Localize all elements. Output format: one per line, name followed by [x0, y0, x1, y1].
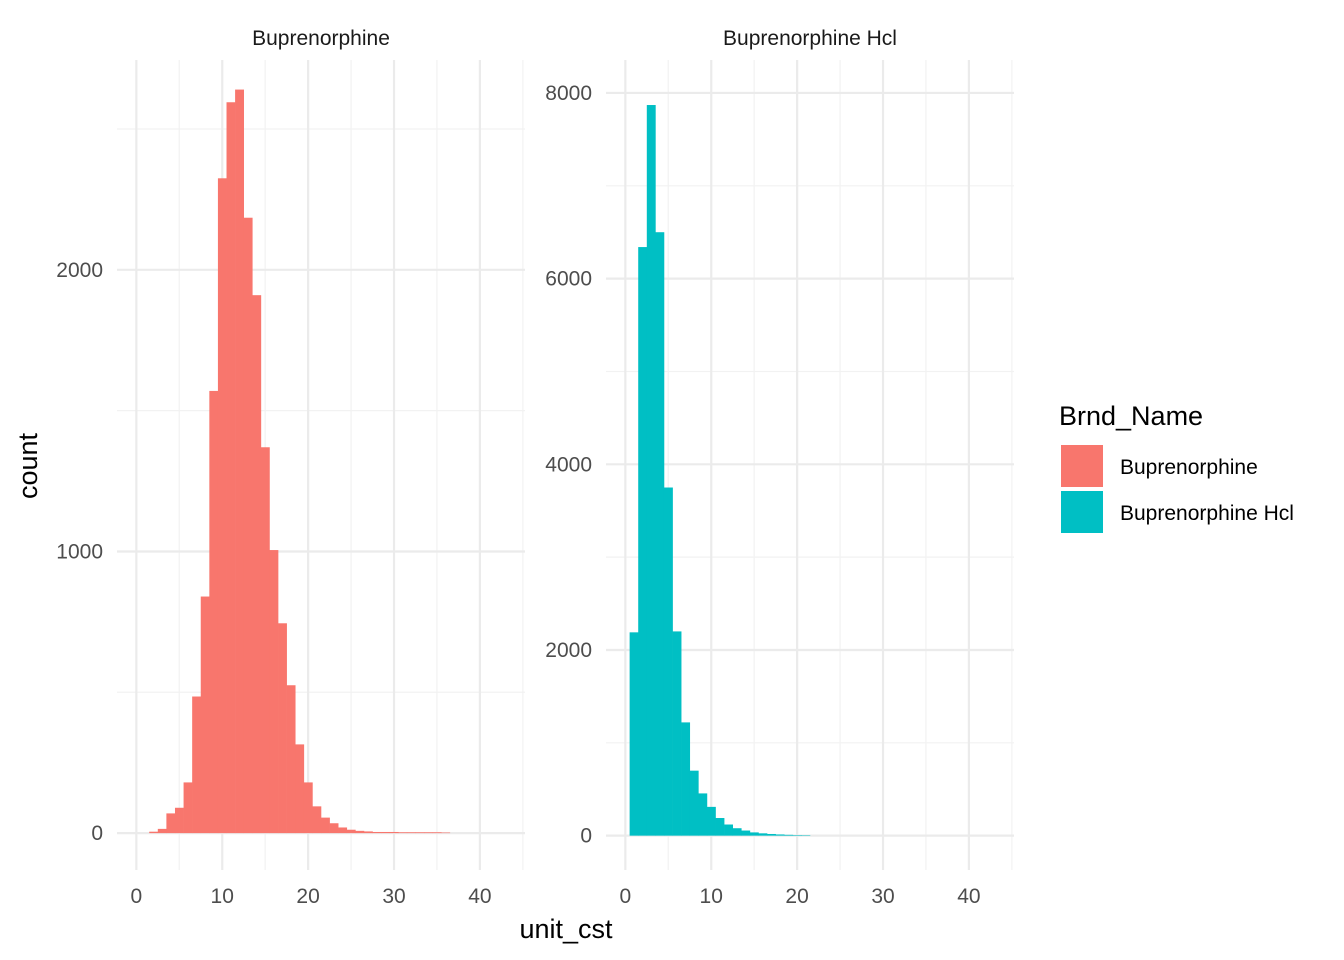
y-tick-label: 2000	[545, 639, 592, 662]
histogram-bar-buprenorphine-hcl	[715, 818, 725, 836]
histogram-bar-buprenorphine	[432, 832, 442, 834]
histogram-bar-buprenorphine	[415, 832, 425, 834]
histogram-bar-buprenorphine-hcl	[767, 833, 776, 836]
histogram-bar-buprenorphine	[355, 830, 365, 834]
histogram-bar-buprenorphine	[260, 447, 270, 834]
histogram-bar-buprenorphine	[174, 807, 184, 834]
y-tick-label: 1000	[56, 540, 103, 563]
y-tick-label: 0	[580, 825, 592, 848]
histogram-bar-buprenorphine-hcl	[638, 247, 648, 836]
histogram-bar-buprenorphine-hcl	[749, 832, 759, 836]
histogram-bar-buprenorphine	[321, 817, 330, 834]
x-tick-label: 10	[211, 885, 234, 908]
y-axis-title: count	[13, 432, 43, 499]
histogram-bar-buprenorphine	[441, 832, 451, 834]
histogram-bar-buprenorphine-hcl	[672, 631, 682, 836]
legend-key-buprenorphine	[1061, 445, 1103, 487]
legend-label-buprenorphine-hcl: Buprenorphine Hcl	[1120, 502, 1294, 525]
histogram-bar-buprenorphine-hcl	[784, 834, 794, 836]
histogram-bar-buprenorphine	[269, 550, 279, 834]
histogram-bar-buprenorphine	[295, 744, 305, 834]
histogram-bar-buprenorphine-hcl	[646, 105, 656, 836]
histogram-bar-buprenorphine-hcl	[698, 793, 708, 836]
legend-key-buprenorphine-hcl	[1061, 491, 1103, 533]
histogram-bar-buprenorphine-hcl	[663, 487, 673, 836]
histogram-bar-buprenorphine	[217, 178, 227, 834]
x-axis-title: unit_cst	[519, 914, 613, 944]
histogram-bar-buprenorphine	[192, 696, 202, 834]
y-tick-label: 4000	[545, 453, 592, 476]
x-tick-label: 30	[382, 885, 405, 908]
y-tick-label: 2000	[56, 259, 103, 282]
histogram-bar-buprenorphine	[286, 685, 296, 834]
x-tick-label: 40	[957, 885, 980, 908]
histogram-bar-buprenorphine	[157, 828, 167, 834]
histogram-bar-buprenorphine	[226, 102, 236, 834]
histogram-bar-buprenorphine-hcl	[706, 806, 716, 836]
legend: Brnd_Name Buprenorphine Buprenorphine Hc…	[1059, 401, 1294, 533]
histogram-bar-buprenorphine	[381, 831, 391, 834]
histogram-bar-buprenorphine	[346, 829, 356, 834]
histogram-bar-buprenorphine	[312, 806, 322, 834]
histogram-bar-buprenorphine	[338, 827, 348, 834]
histogram-bar-buprenorphine	[200, 596, 210, 834]
facet-panel-buprenorphine: 0 10 20 30 40 0 1000 2000 Buprenorphine	[56, 27, 525, 908]
histogram-bar-buprenorphine	[372, 831, 382, 834]
histogram-bar-buprenorphine-hcl	[758, 833, 768, 836]
histogram-bar-buprenorphine	[398, 832, 408, 834]
histogram-bar-buprenorphine-hcl	[681, 722, 691, 836]
histogram-bar-buprenorphine	[303, 782, 313, 834]
legend-title: Brnd_Name	[1059, 401, 1203, 431]
histogram-bar-buprenorphine	[183, 782, 193, 834]
histogram-bar-buprenorphine	[149, 831, 159, 834]
facet-panel-buprenorphine-hcl: 0 10 20 30 40 0 2000 4000 6000 8000 Buprenorphine …	[545, 27, 1014, 908]
histogram-bar-buprenorphine	[166, 813, 176, 834]
histogram-bar-buprenorphine	[424, 832, 433, 834]
y-tick-label: 6000	[545, 268, 592, 291]
histogram-bar-buprenorphine-hcl	[629, 632, 639, 836]
histogram-bar-buprenorphine	[235, 89, 244, 834]
y-tick-label: 0	[91, 822, 103, 845]
histogram-bar-buprenorphine	[389, 831, 399, 834]
histogram-bar-buprenorphine-hcl	[724, 824, 733, 836]
y-tick-label: 8000	[545, 82, 592, 105]
histogram-bar-buprenorphine	[406, 832, 416, 834]
x-tick-label: 10	[700, 885, 723, 908]
histogram-bar-buprenorphine	[278, 623, 287, 834]
histogram-bar-buprenorphine-hcl	[741, 830, 751, 836]
histogram-bar-buprenorphine-hcl	[732, 828, 742, 836]
histogram-bar-buprenorphine-hcl	[775, 834, 785, 836]
histogram-bar-buprenorphine-hcl	[792, 835, 802, 836]
x-tick-label: 0	[619, 885, 631, 908]
legend-label-buprenorphine: Buprenorphine	[1120, 456, 1258, 479]
histogram-bar-buprenorphine-hcl	[655, 232, 665, 836]
histogram-bar-buprenorphine	[363, 831, 373, 834]
histogram-bar-buprenorphine	[243, 217, 253, 834]
x-tick-label: 40	[468, 885, 491, 908]
x-tick-label: 20	[785, 885, 808, 908]
x-tick-label: 0	[130, 885, 142, 908]
histogram-bar-buprenorphine	[209, 390, 219, 834]
x-tick-label: 20	[296, 885, 319, 908]
histogram-bar-buprenorphine	[329, 823, 339, 834]
facet-strip-title: Buprenorphine	[252, 27, 390, 50]
x-tick-label: 30	[871, 885, 894, 908]
histogram-bar-buprenorphine-hcl	[689, 770, 699, 836]
facet-strip-title: Buprenorphine Hcl	[723, 27, 897, 50]
histogram-bar-buprenorphine	[252, 295, 262, 834]
